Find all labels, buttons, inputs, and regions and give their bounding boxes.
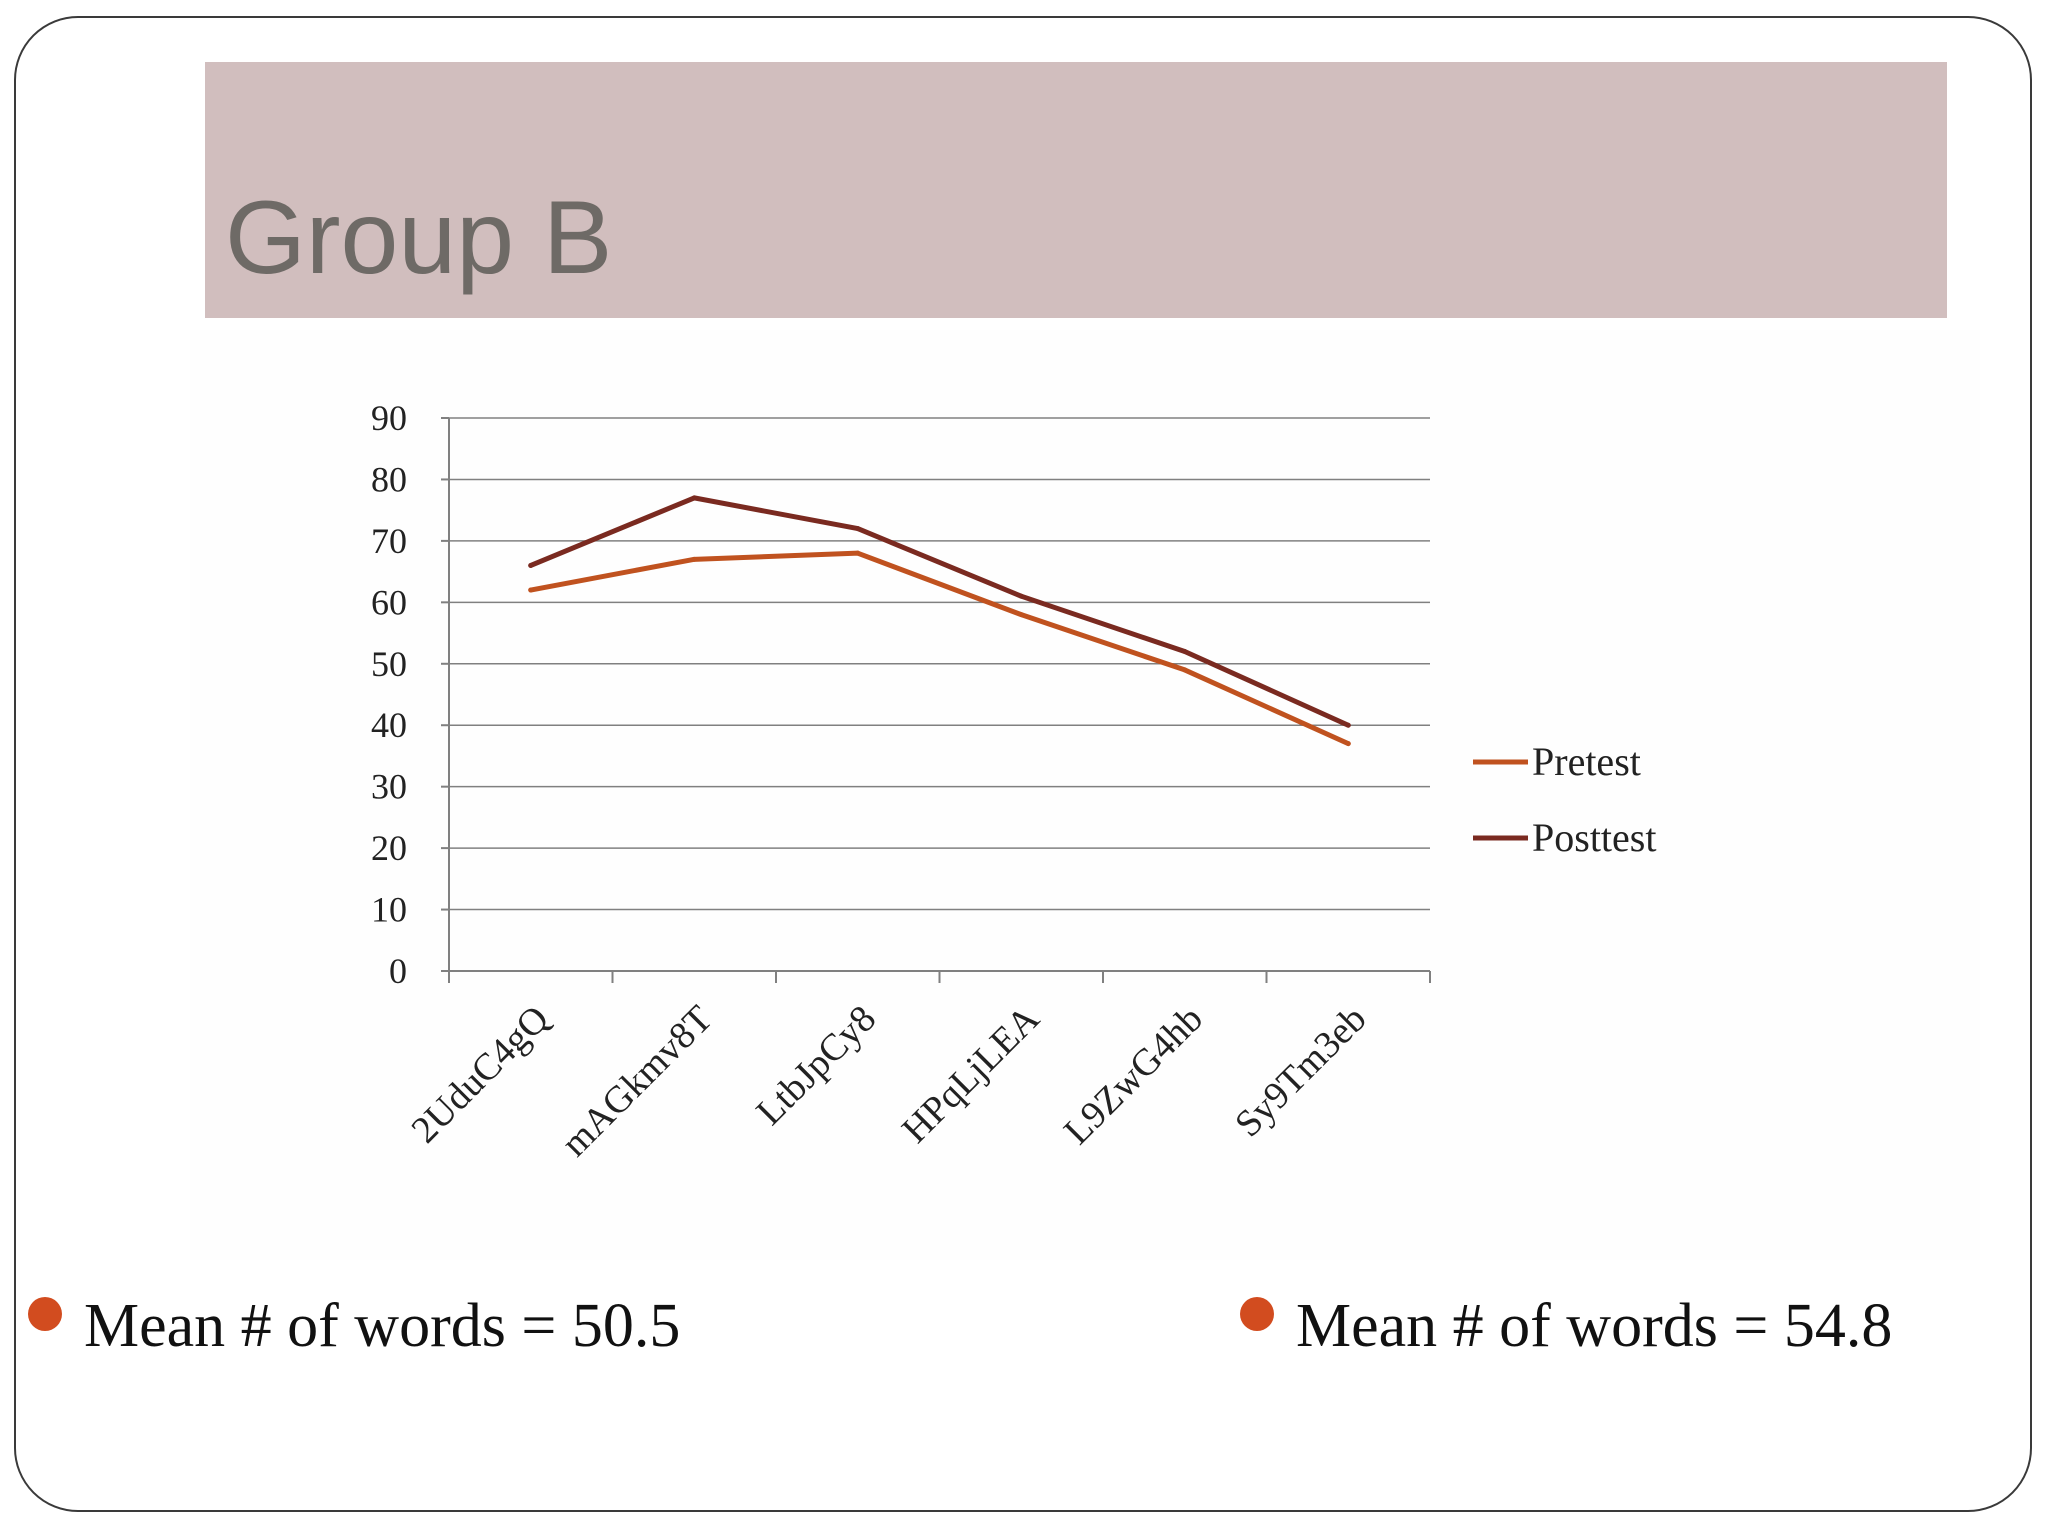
x-tick-label: L9ZwG4hb [1056,998,1211,1153]
legend-label-pretest: Pretest [1532,739,1641,784]
data-point-posttest [855,526,861,532]
data-point-pretest [1182,667,1188,673]
data-point-pretest [691,556,697,562]
line-chart: 0 10 20 30 40 50 60 70 80 90 2UduC4gQ mAGkmv8T LtbJp… [190,330,1980,1260]
series-line-pretest [528,550,1351,747]
y-tick-label: 20 [371,828,407,868]
y-tick-label: 40 [371,705,407,745]
bullet-text-right: Mean # of words = 54.8 [1296,1292,1893,1360]
x-tick-label: LtbJpCy8 [748,998,884,1134]
data-point-posttest [1345,722,1351,728]
y-tick-label: 0 [389,951,407,991]
data-point-pretest [1345,741,1351,747]
data-point-posttest [1018,593,1024,599]
y-tick-label: 50 [371,644,407,684]
y-tick-label: 10 [371,890,407,930]
y-tick-label: 80 [371,459,407,499]
bullet-item-left: Mean # of words = 50.5 [28,1295,680,1357]
x-tick-label: mAGkmv8T [554,998,721,1165]
data-point-posttest [528,562,534,568]
bullet-item-right: Mean # of words = 54.8 [1240,1295,1892,1357]
y-tick-label: 30 [371,767,407,807]
x-tick-label: Sy9Tm3eb [1227,998,1375,1146]
legend-label-posttest: Posttest [1532,815,1656,860]
bullet-text-left: Mean # of words = 50.5 [84,1292,681,1360]
title-bar: Group B [205,62,1947,318]
y-tick-label: 60 [371,582,407,622]
data-point-pretest [528,587,534,593]
bullet-dot [28,1297,62,1331]
x-tick-label: HPqLjLEA [894,997,1048,1151]
data-point-pretest [1018,612,1024,618]
data-point-posttest [691,495,697,501]
bullet-dot [1240,1297,1274,1331]
slide-title: Group B [225,180,613,296]
series-line-posttest [528,495,1351,728]
y-tick-label: 90 [371,398,407,438]
x-tick-label: 2UduC4gQ [404,998,558,1152]
y-tick-label: 70 [371,521,407,561]
data-point-posttest [1182,648,1188,654]
data-point-pretest [855,550,861,556]
